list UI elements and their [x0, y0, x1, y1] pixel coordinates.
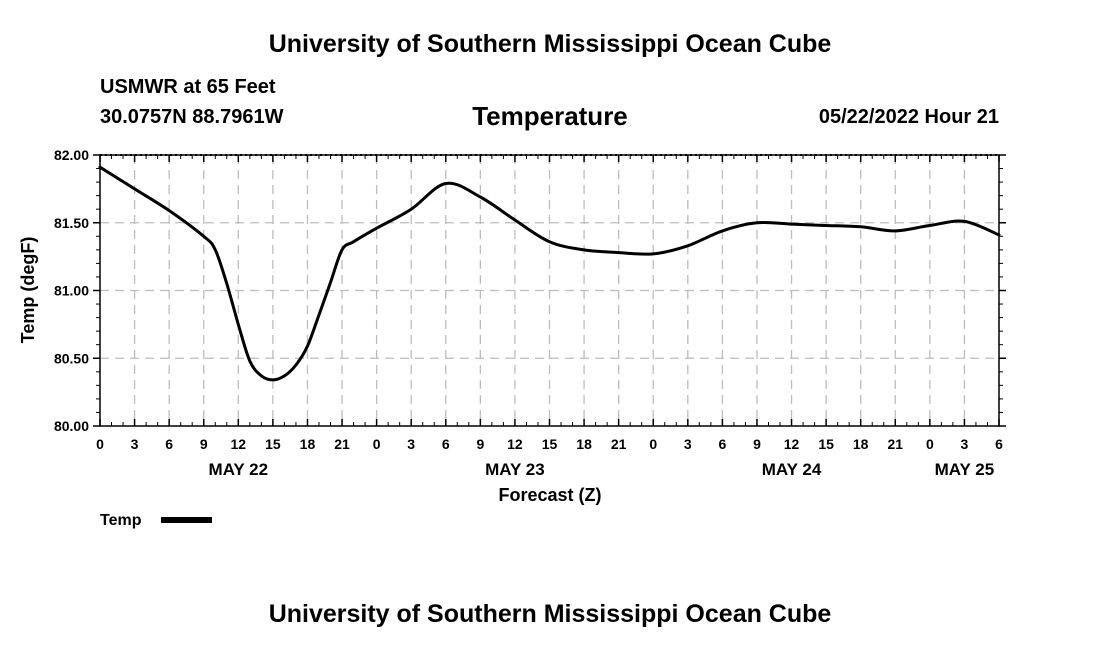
x-tick-label: 9	[200, 436, 208, 452]
x-tick-label: 18	[300, 436, 316, 452]
x-tick-label: 15	[542, 436, 558, 452]
y-tick-label: 81.50	[54, 215, 89, 231]
x-tick-label: 6	[442, 436, 450, 452]
x-tick-label: 21	[611, 436, 627, 452]
variable-title: Temperature	[472, 101, 628, 131]
temp-series-line	[98, 165, 1001, 382]
legend-swatch	[161, 517, 212, 523]
x-tick-label: 3	[961, 436, 969, 452]
day-label: MAY 24	[762, 460, 822, 479]
x-tick-label: 12	[784, 436, 800, 452]
x-tick-label: 0	[373, 436, 381, 452]
x-tick-label: 3	[684, 436, 692, 452]
x-tick-label: 6	[165, 436, 173, 452]
x-tick-label: 18	[576, 436, 592, 452]
coordinates-label: 30.0757N 88.7961W	[100, 106, 284, 128]
y-tick-label: 82.00	[54, 147, 89, 163]
station-label: USMWR at 65 Feet	[100, 76, 276, 98]
x-tick-label: 15	[818, 436, 834, 452]
chart-footer-title: University of Southern Mississippi Ocean…	[268, 600, 832, 628]
x-tick-label: 3	[407, 436, 415, 452]
legend-label: Temp	[100, 512, 142, 529]
grid-lines	[100, 155, 999, 426]
x-axis-label: Forecast (Z)	[498, 485, 601, 505]
day-label: MAY 22	[209, 460, 269, 479]
x-tick-label: 0	[96, 436, 104, 452]
x-tick-label: 21	[887, 436, 903, 452]
axis-ticks: 0 3 6 9 12 15 18 21 0 3 6 9 12 15 18 21 0 3 6 9 12 15 18 21 0 3 6 8…	[54, 147, 1006, 479]
day-label: MAY 23	[485, 460, 545, 479]
day-label: MAY 25	[935, 460, 995, 479]
timestamp-label: 05/22/2022 Hour 21	[818, 106, 999, 128]
chart-header-title: University of Southern Mississippi Ocean…	[268, 30, 832, 58]
series-layer	[98, 165, 1001, 382]
y-axis-label: Temp (degF)	[18, 237, 38, 344]
y-tick-label: 80.00	[54, 418, 89, 434]
x-tick-label: 9	[753, 436, 761, 452]
x-tick-label: 3	[131, 436, 139, 452]
x-tick-label: 6	[718, 436, 726, 452]
x-tick-label: 12	[507, 436, 523, 452]
x-tick-label: 15	[265, 436, 281, 452]
y-tick-label: 80.50	[54, 350, 89, 366]
y-tick-label: 81.00	[54, 283, 89, 299]
x-tick-label: 6	[995, 436, 1003, 452]
x-tick-label: 0	[649, 436, 657, 452]
x-tick-label: 9	[476, 436, 484, 452]
x-tick-label: 0	[926, 436, 934, 452]
x-tick-label: 21	[334, 436, 350, 452]
x-tick-label: 18	[853, 436, 869, 452]
x-tick-label: 12	[231, 436, 247, 452]
